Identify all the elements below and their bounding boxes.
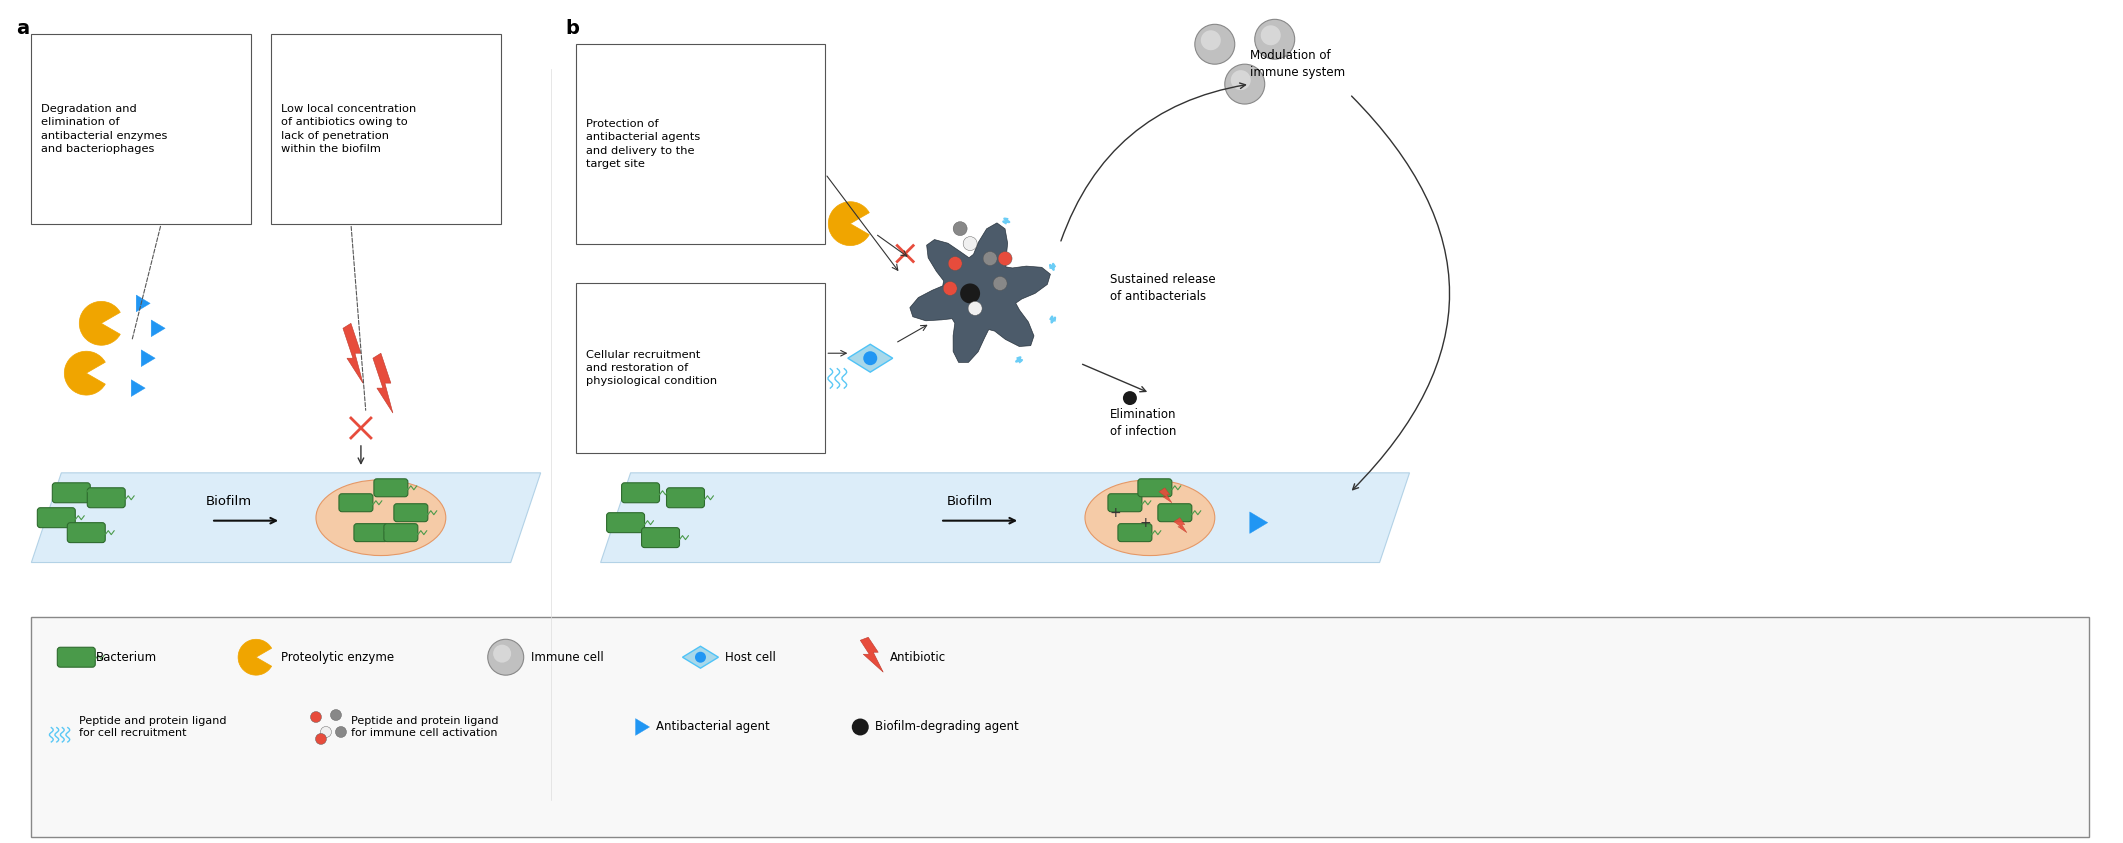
Polygon shape [911, 223, 1051, 362]
Circle shape [943, 282, 957, 295]
Text: Bacterium: Bacterium [96, 651, 157, 663]
Text: Modulation of
immune system: Modulation of immune system [1250, 49, 1344, 79]
Circle shape [949, 256, 962, 271]
Text: Proteolytic enzyme: Proteolytic enzyme [280, 651, 395, 663]
Text: Peptide and protein ligand
for immune cell activation: Peptide and protein ligand for immune ce… [350, 716, 499, 738]
Text: Sustained release
of antibacterials: Sustained release of antibacterials [1110, 273, 1216, 303]
Wedge shape [828, 201, 868, 245]
FancyBboxPatch shape [87, 488, 125, 507]
Text: Degradation and
elimination of
antibacterial enzymes
and bacteriophages: Degradation and elimination of antibacte… [40, 105, 168, 153]
Circle shape [851, 718, 868, 735]
Circle shape [316, 733, 327, 744]
Text: Biofilm: Biofilm [947, 495, 994, 507]
Text: Cellular recruitment
and restoration of
physiological condition: Cellular recruitment and restoration of … [586, 350, 718, 386]
FancyBboxPatch shape [355, 524, 389, 541]
FancyBboxPatch shape [32, 35, 251, 223]
Text: Elimination
of infection: Elimination of infection [1110, 408, 1176, 438]
Ellipse shape [1085, 480, 1214, 556]
FancyBboxPatch shape [575, 283, 826, 453]
Text: +: + [1140, 516, 1151, 529]
Circle shape [968, 302, 983, 315]
Circle shape [964, 237, 977, 250]
FancyBboxPatch shape [622, 483, 660, 502]
Circle shape [998, 251, 1013, 266]
Circle shape [1231, 70, 1250, 90]
Polygon shape [1174, 518, 1187, 533]
Circle shape [1195, 24, 1236, 64]
FancyBboxPatch shape [53, 483, 91, 502]
Polygon shape [1250, 512, 1267, 534]
Polygon shape [374, 353, 393, 413]
FancyBboxPatch shape [607, 513, 645, 533]
Text: Immune cell: Immune cell [531, 651, 603, 663]
Polygon shape [142, 350, 155, 367]
Polygon shape [344, 324, 363, 383]
FancyBboxPatch shape [38, 507, 74, 528]
Polygon shape [681, 647, 718, 668]
FancyBboxPatch shape [395, 504, 429, 522]
FancyBboxPatch shape [641, 528, 679, 548]
Circle shape [953, 222, 968, 235]
Circle shape [864, 352, 877, 365]
Circle shape [310, 711, 321, 722]
Circle shape [960, 283, 981, 303]
Polygon shape [860, 637, 883, 672]
Polygon shape [847, 344, 892, 372]
FancyBboxPatch shape [1157, 504, 1191, 522]
FancyBboxPatch shape [32, 617, 2089, 836]
Text: +: + [1108, 506, 1121, 519]
Polygon shape [32, 473, 541, 562]
FancyBboxPatch shape [1108, 494, 1142, 512]
Polygon shape [1159, 488, 1172, 502]
Text: Low local concentration
of antibiotics owing to
lack of penetration
within the b: Low local concentration of antibiotics o… [280, 105, 416, 153]
Circle shape [694, 652, 707, 663]
Wedge shape [79, 302, 121, 346]
Circle shape [1225, 64, 1265, 104]
FancyBboxPatch shape [667, 488, 705, 507]
Circle shape [493, 645, 512, 663]
Text: Antibacterial agent: Antibacterial agent [656, 721, 769, 733]
Wedge shape [238, 639, 272, 675]
Text: Peptide and protein ligand
for cell recruitment: Peptide and protein ligand for cell recr… [79, 716, 227, 738]
Circle shape [1202, 30, 1221, 51]
Wedge shape [64, 352, 106, 395]
Text: Protection of
antibacterial agents
and delivery to the
target site: Protection of antibacterial agents and d… [586, 119, 701, 169]
Polygon shape [136, 295, 151, 312]
Circle shape [1123, 391, 1138, 405]
Polygon shape [151, 320, 166, 336]
Text: Host cell: Host cell [726, 651, 777, 663]
FancyBboxPatch shape [57, 647, 96, 667]
Circle shape [331, 710, 342, 721]
Circle shape [321, 727, 331, 738]
Circle shape [983, 251, 998, 266]
FancyBboxPatch shape [272, 35, 501, 223]
Text: b: b [565, 19, 580, 38]
Polygon shape [635, 718, 650, 735]
Text: Antibiotic: Antibiotic [890, 651, 947, 663]
Ellipse shape [316, 480, 446, 556]
FancyBboxPatch shape [1138, 479, 1172, 497]
Circle shape [1261, 25, 1280, 46]
FancyBboxPatch shape [384, 524, 418, 541]
FancyBboxPatch shape [340, 494, 374, 512]
Circle shape [994, 277, 1006, 291]
FancyBboxPatch shape [68, 523, 106, 543]
Text: Biofilm: Biofilm [206, 495, 253, 507]
Text: Biofilm-degrading agent: Biofilm-degrading agent [875, 721, 1019, 733]
Circle shape [335, 727, 346, 738]
FancyBboxPatch shape [575, 44, 826, 244]
FancyBboxPatch shape [374, 479, 408, 497]
FancyBboxPatch shape [1119, 524, 1153, 541]
Circle shape [1255, 19, 1295, 59]
Polygon shape [601, 473, 1410, 562]
Circle shape [488, 639, 524, 675]
Polygon shape [132, 379, 144, 396]
Text: a: a [17, 19, 30, 38]
